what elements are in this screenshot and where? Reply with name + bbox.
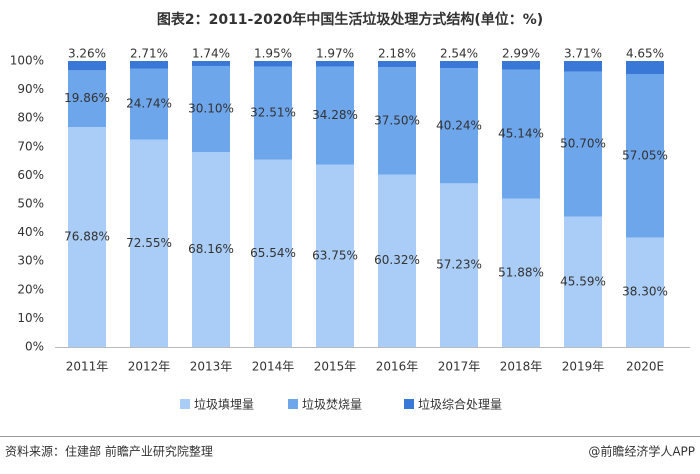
data-label: 32.51% (250, 106, 296, 120)
bar-segment (192, 65, 230, 153)
data-label: 1.97% (316, 47, 354, 61)
data-label: 3.26% (68, 47, 106, 61)
data-label: 2.54% (440, 46, 478, 60)
bar-segment (254, 66, 292, 160)
y-tick-label: 40% (17, 225, 44, 239)
data-label: 40.24% (436, 118, 482, 132)
legend-label: 垃圾填埋量 (194, 397, 254, 412)
data-label: 72.55% (126, 236, 172, 250)
y-tick-label: 70% (17, 139, 44, 153)
bar-segment (254, 159, 292, 347)
y-tick-label: 100% (10, 54, 44, 68)
x-tick-label: 2020E (626, 360, 664, 374)
x-tick-label: 2012年 (128, 360, 171, 374)
bar-segment (254, 61, 292, 67)
x-tick-label: 2011年 (66, 360, 109, 374)
data-label: 76.88% (64, 230, 110, 244)
x-tick-label: 2014年 (252, 360, 295, 374)
bar-segment (626, 61, 664, 75)
bar-segment (378, 174, 416, 347)
data-label: 45.14% (498, 127, 544, 141)
bar-segment (192, 152, 230, 347)
data-label: 2.99% (502, 46, 540, 60)
data-label: 60.32% (374, 253, 420, 267)
source-note: 资料来源：住建部 前瞻产业研究院整理 (5, 444, 213, 459)
data-label: 65.54% (250, 246, 296, 260)
bar-segment (440, 60, 478, 69)
legend-swatch (180, 399, 190, 409)
data-label: 4.65% (626, 47, 664, 61)
y-tick-label: 20% (17, 282, 44, 296)
data-label: 34.28% (312, 108, 358, 122)
data-label: 1.74% (192, 47, 230, 61)
bar-segment (68, 70, 106, 128)
y-tick-label: 60% (17, 168, 44, 182)
y-tick-label: 80% (17, 111, 44, 125)
legend-label: 垃圾焚烧量 (302, 397, 362, 412)
x-tick-label: 2017年 (438, 360, 481, 374)
data-label: 63.75% (312, 248, 358, 262)
data-label: 51.88% (498, 265, 544, 279)
bar-segment (316, 164, 354, 347)
data-label: 1.95% (254, 47, 292, 61)
y-tick-label: 10% (17, 311, 44, 325)
bar-segment (626, 237, 664, 347)
x-tick-label: 2019年 (562, 360, 605, 374)
bar-segment (68, 61, 106, 71)
chart-title: 图表2：2011-2020年中国生活垃圾处理方式结构(单位：%) (157, 11, 543, 28)
y-tick-label: 0% (25, 340, 44, 354)
data-label: 68.16% (188, 242, 234, 256)
bar-segment (130, 68, 168, 140)
data-label: 3.71% (564, 47, 602, 61)
bar-segment (502, 60, 540, 70)
data-label: 38.30% (622, 285, 668, 299)
bar-segment (378, 67, 416, 175)
x-tick-label: 2015年 (314, 360, 357, 374)
y-tick-label: 90% (17, 82, 44, 96)
data-label: 57.05% (622, 148, 668, 162)
legend-swatch (404, 399, 414, 409)
bar-segment (564, 216, 602, 347)
bar-segment (130, 61, 168, 69)
bar-segment (440, 183, 478, 347)
data-label: 30.10% (188, 102, 234, 116)
credit: @前瞻经济学人APP (588, 444, 695, 459)
bar-segment (440, 68, 478, 184)
bar-segment (316, 61, 354, 67)
data-label: 19.86% (64, 91, 110, 105)
x-tick-label: 2016年 (376, 360, 419, 374)
y-tick-label: 30% (17, 254, 44, 268)
x-tick-label: 2013年 (190, 360, 233, 374)
y-tick-label: 50% (17, 197, 44, 211)
bar-segment (502, 198, 540, 347)
legend-label: 垃圾综合处理量 (418, 397, 502, 412)
data-label: 24.74% (126, 97, 172, 111)
data-label: 45.59% (560, 274, 606, 288)
data-label: 2.71% (130, 47, 168, 61)
data-label: 2.18% (378, 47, 416, 61)
bar-segment (378, 61, 416, 68)
bar-segment (564, 71, 602, 217)
data-label: 57.23% (436, 258, 482, 272)
bar-segment (316, 66, 354, 165)
bar-segment (130, 139, 168, 347)
bar-segment (68, 127, 106, 347)
bar-segment (502, 69, 540, 199)
x-tick-label: 2018年 (500, 360, 543, 374)
bar-segment (626, 74, 664, 238)
legend-swatch (288, 399, 298, 409)
bar-segment (192, 61, 230, 66)
data-label: 50.70% (560, 137, 606, 151)
data-label: 37.50% (374, 113, 420, 127)
bar-segment (564, 61, 602, 72)
